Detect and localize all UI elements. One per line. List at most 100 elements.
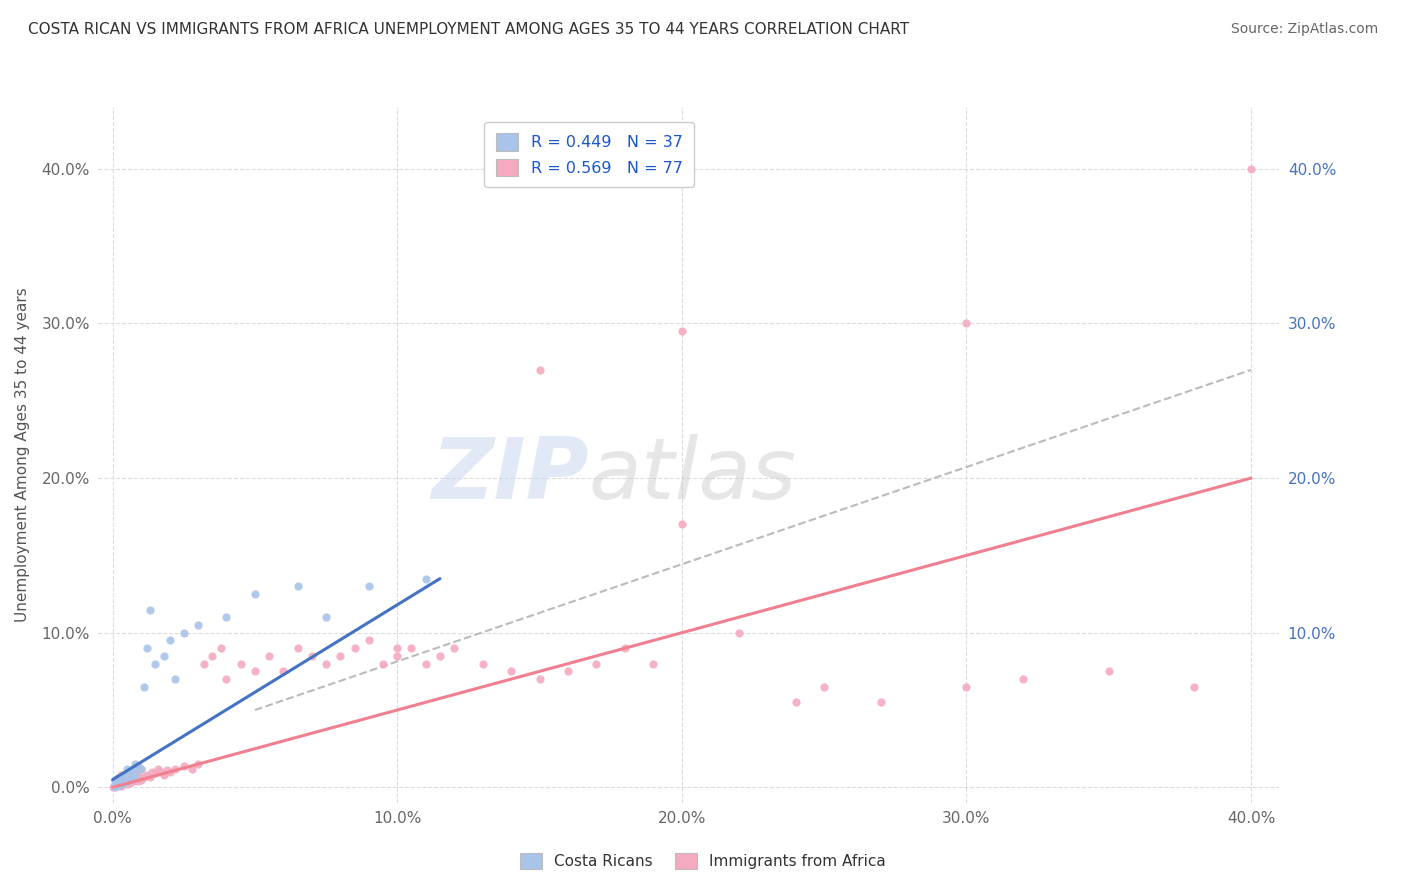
Point <box>301 648 323 663</box>
Point <box>315 657 337 671</box>
Point <box>118 772 141 787</box>
Point <box>785 695 807 709</box>
Point <box>329 648 352 663</box>
Point <box>115 768 138 782</box>
Point <box>357 633 380 648</box>
Point <box>209 641 232 656</box>
Point <box>101 780 124 795</box>
Y-axis label: Unemployment Among Ages 35 to 44 years: Unemployment Among Ages 35 to 44 years <box>15 287 31 623</box>
Point <box>143 766 166 780</box>
Point <box>115 762 138 776</box>
Point <box>499 665 522 679</box>
Point <box>107 771 129 785</box>
Point <box>955 317 977 331</box>
Point <box>813 680 835 694</box>
Point <box>141 764 163 779</box>
Point <box>118 770 141 784</box>
Point <box>315 610 337 624</box>
Point <box>121 762 143 776</box>
Point <box>257 648 280 663</box>
Point <box>243 587 266 601</box>
Point <box>124 764 146 779</box>
Point <box>107 779 129 793</box>
Point <box>110 779 132 793</box>
Point <box>215 610 238 624</box>
Point <box>643 657 665 671</box>
Point <box>129 772 152 787</box>
Point <box>243 665 266 679</box>
Point <box>529 363 551 377</box>
Point <box>115 774 138 789</box>
Point <box>159 764 181 779</box>
Point <box>159 633 181 648</box>
Point <box>107 771 129 785</box>
Point <box>132 770 155 784</box>
Point <box>1012 672 1035 686</box>
Point <box>557 665 579 679</box>
Point <box>287 579 309 593</box>
Point <box>371 657 394 671</box>
Point <box>156 764 179 778</box>
Legend: R = 0.449   N = 37, R = 0.569   N = 77: R = 0.449 N = 37, R = 0.569 N = 77 <box>484 122 693 187</box>
Point <box>115 777 138 791</box>
Point <box>401 641 423 656</box>
Point <box>118 775 141 789</box>
Point <box>671 517 693 532</box>
Point <box>104 779 127 793</box>
Point <box>173 625 195 640</box>
Point <box>443 641 465 656</box>
Point <box>127 758 149 772</box>
Point <box>165 762 187 776</box>
Point <box>115 770 138 784</box>
Text: atlas: atlas <box>589 434 797 517</box>
Point <box>529 672 551 686</box>
Point <box>112 770 135 784</box>
Point <box>127 774 149 789</box>
Point <box>187 757 209 772</box>
Point <box>387 641 409 656</box>
Point <box>135 641 157 656</box>
Text: COSTA RICAN VS IMMIGRANTS FROM AFRICA UNEMPLOYMENT AMONG AGES 35 TO 44 YEARS COR: COSTA RICAN VS IMMIGRANTS FROM AFRICA UN… <box>28 22 910 37</box>
Point <box>112 775 135 789</box>
Point <box>955 680 977 694</box>
Point <box>471 657 494 671</box>
Point <box>121 771 143 785</box>
Point <box>153 648 176 663</box>
Point <box>110 774 132 789</box>
Text: ZIP: ZIP <box>430 434 589 517</box>
Point <box>187 618 209 632</box>
Point <box>357 579 380 593</box>
Point <box>110 768 132 782</box>
Point <box>107 777 129 791</box>
Point <box>387 648 409 663</box>
Point <box>127 768 149 782</box>
Point <box>138 602 160 616</box>
Point <box>112 775 135 789</box>
Point <box>118 764 141 779</box>
Point <box>429 648 451 663</box>
Point <box>1182 680 1205 694</box>
Point <box>124 772 146 787</box>
Point <box>121 766 143 780</box>
Point <box>585 657 607 671</box>
Point <box>165 672 187 686</box>
Point <box>124 768 146 782</box>
Point <box>201 648 224 663</box>
Point <box>104 777 127 791</box>
Point <box>1098 665 1121 679</box>
Point <box>107 775 129 789</box>
Point <box>173 758 195 772</box>
Legend: Costa Ricans, Immigrants from Africa: Costa Ricans, Immigrants from Africa <box>515 847 891 875</box>
Point <box>343 641 366 656</box>
Text: Source: ZipAtlas.com: Source: ZipAtlas.com <box>1230 22 1378 37</box>
Point <box>415 572 437 586</box>
Point <box>110 770 132 784</box>
Point <box>727 625 749 640</box>
Point <box>104 772 127 787</box>
Point <box>110 774 132 789</box>
Point <box>112 768 135 782</box>
Point <box>132 680 155 694</box>
Point <box>287 641 309 656</box>
Point <box>229 657 252 671</box>
Point <box>104 780 127 795</box>
